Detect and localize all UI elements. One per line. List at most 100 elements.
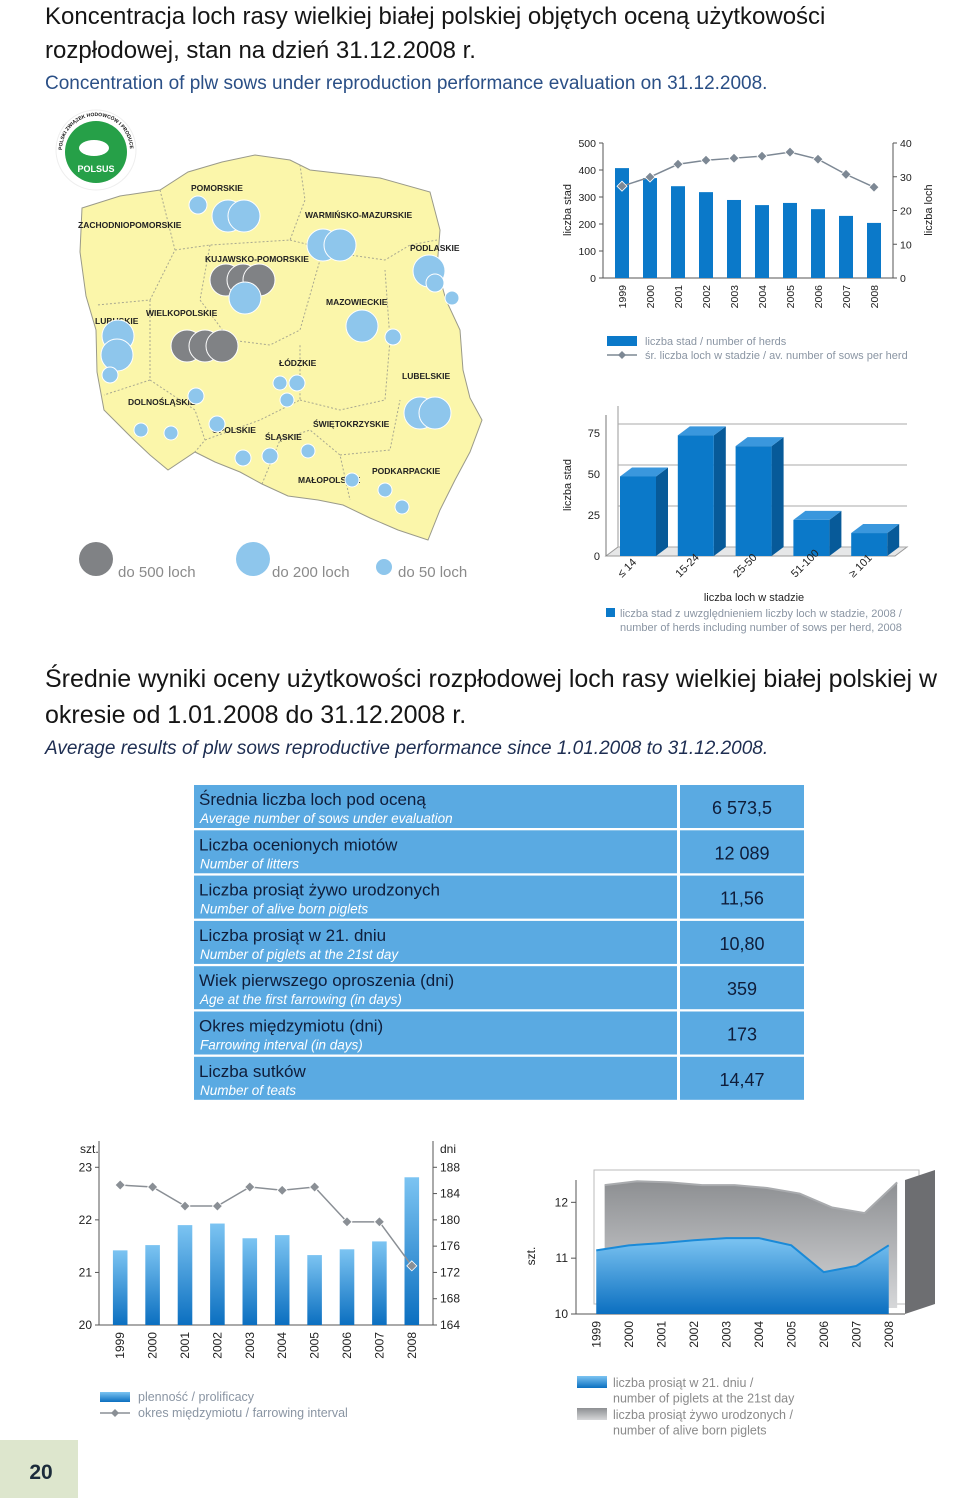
y-tick-label: 20	[79, 1318, 93, 1332]
table-cell	[680, 875, 804, 919]
row-value: 173	[727, 1025, 757, 1045]
y-tick-label: 75	[588, 428, 600, 440]
line-point	[341, 1216, 353, 1228]
bar-side	[771, 437, 784, 556]
herd-circle	[279, 392, 295, 408]
region-label: WIELKOPOLSKIE	[146, 308, 218, 318]
y-tick-label: 300	[578, 192, 596, 204]
bar	[677, 435, 714, 556]
logo-text: POLSUS	[77, 164, 114, 174]
y2-tick-label: 176	[440, 1239, 460, 1253]
bar-side	[713, 426, 726, 556]
row-label-en: Number of piglets at the 21st day	[200, 947, 399, 962]
table-cell	[194, 830, 677, 874]
legend-label-line: number of alive born piglets	[613, 1424, 767, 1438]
legend-symbol	[606, 608, 615, 617]
y-axis-title: szt.	[80, 1142, 99, 1156]
y2-tick-label: 188	[440, 1160, 460, 1174]
bar	[372, 1241, 387, 1325]
herd-circle	[234, 449, 252, 467]
y2-tick-label: 184	[440, 1187, 460, 1201]
x-tick-label: 2003	[729, 285, 741, 309]
bar-side	[887, 524, 900, 556]
row-label: Okres międzymiotu (dni)	[199, 1017, 383, 1036]
herd-circle	[228, 281, 262, 315]
x-tick-label: 2008	[882, 1321, 896, 1348]
line-series	[120, 1184, 413, 1267]
bar-top	[677, 426, 726, 436]
region-label: OPOLSKIE	[212, 425, 256, 435]
y2-tick-label: 168	[440, 1292, 460, 1306]
table-cell	[194, 1011, 677, 1055]
line-point	[179, 1200, 191, 1212]
y-tick-label: 23	[79, 1160, 93, 1174]
legend-label-line: number of piglets at the 21st day	[613, 1392, 795, 1406]
bar	[839, 215, 853, 278]
y-tick-label: 500	[578, 138, 596, 150]
map-legend-symbol	[376, 559, 392, 575]
bar	[210, 1223, 225, 1325]
legend-symbol	[577, 1408, 607, 1420]
y-tick-label: 22	[79, 1213, 93, 1227]
bar	[699, 192, 713, 278]
y-tick-label: 12	[555, 1195, 569, 1209]
legend-label-line: number of herds including number of sows…	[620, 622, 902, 634]
herd-circle	[163, 425, 179, 441]
bar	[620, 476, 656, 556]
line-point	[728, 152, 740, 164]
x-tick-label: ≤ 14	[616, 557, 640, 581]
line-point	[373, 1216, 385, 1228]
y-axis-title: liczba stad	[562, 184, 574, 236]
row-value: 12 089	[714, 843, 769, 863]
region-label: MAŁOPOLSKIE	[298, 475, 361, 485]
x-tick-label: 2003	[243, 1332, 257, 1359]
bar	[811, 209, 825, 278]
line-point	[784, 146, 796, 158]
region-label: KUJAWSKO-POMORSKIE	[205, 254, 309, 264]
bar	[783, 202, 797, 278]
row-label: Liczba prosiąt w 21. dniu	[199, 926, 386, 945]
x-tick-label: 2000	[146, 1332, 160, 1359]
row-label: Liczba sutków	[199, 1062, 306, 1081]
line-point	[700, 154, 712, 166]
row-label-en: Number of teats	[200, 1083, 296, 1098]
y2-tick-label: 180	[440, 1213, 460, 1227]
legend-label: okres międzymiotu / farrowing interval	[138, 1406, 348, 1420]
row-label-en: Farrowing interval (in days)	[200, 1038, 363, 1053]
map-legend-label: do 500 loch	[118, 564, 196, 581]
map-country	[79, 154, 483, 541]
x-tick-label: 2001	[654, 1321, 668, 1348]
region-label: POMORSKIE	[191, 183, 243, 193]
region-label: PODKARPACKIE	[372, 466, 441, 476]
y2-tick-label: 0	[900, 273, 906, 285]
x-tick-label: 2000	[645, 285, 657, 309]
area-line	[604, 1180, 898, 1215]
y-axis-title: szt.	[524, 1247, 538, 1266]
line-point	[616, 180, 628, 192]
line-point	[672, 158, 684, 170]
bar-side	[656, 467, 668, 556]
y2-tick-label: 30	[900, 172, 912, 184]
herd-circle	[345, 309, 379, 343]
bar	[112, 1250, 128, 1325]
bar-top	[793, 510, 842, 520]
bar-side	[829, 510, 842, 556]
table-cell	[680, 920, 804, 964]
table-cell	[194, 785, 677, 828]
area-line	[596, 1237, 890, 1274]
legend-symbol	[577, 1376, 607, 1388]
x-tick-label: 2003	[719, 1321, 733, 1348]
row-value: 11,56	[720, 889, 764, 909]
legend-symbol	[618, 351, 626, 359]
line-point	[840, 168, 852, 180]
x-tick-label: 2000	[622, 1321, 636, 1348]
x-axis-title: liczba loch w stadzie	[704, 592, 804, 604]
region-label: ŚLĄSKIE	[265, 431, 302, 442]
y-tick-label: 10	[555, 1307, 569, 1321]
x-tick-label: 2001	[673, 285, 685, 309]
x-tick-label: 2004	[275, 1332, 289, 1359]
page-number: 20	[29, 1461, 52, 1484]
herd-circle	[187, 387, 205, 405]
legend-label: plenność / prolificacy	[138, 1390, 255, 1404]
